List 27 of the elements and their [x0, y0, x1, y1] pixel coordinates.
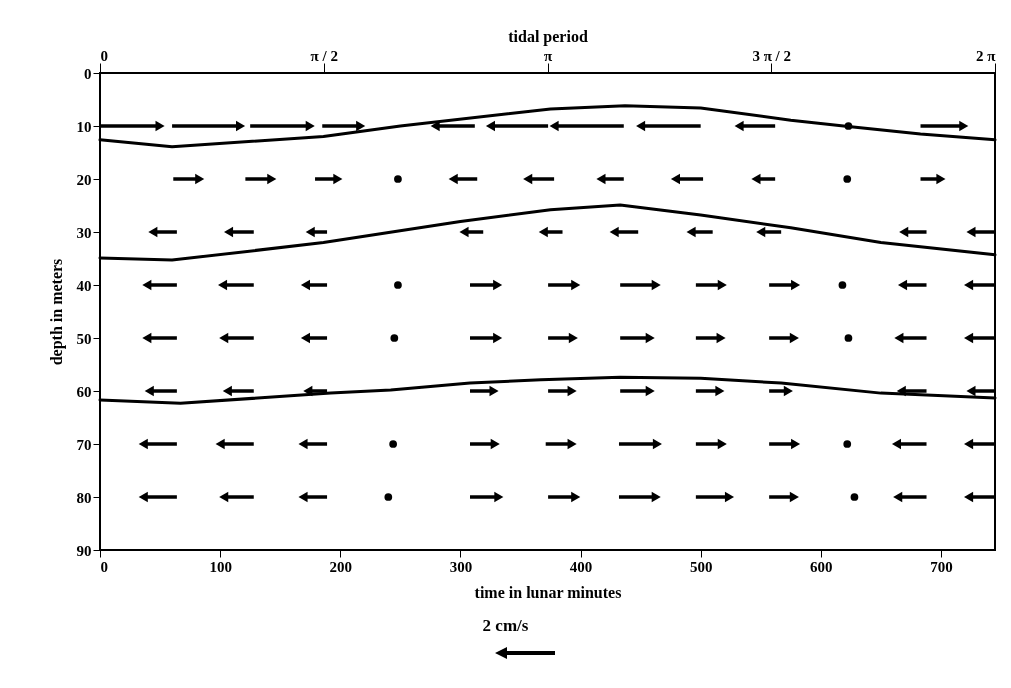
x2-tick-label: π / 2	[310, 47, 338, 64]
y-tick-label: 80	[76, 489, 92, 506]
x-tick-label: 300	[449, 558, 473, 575]
text: 2 cm/s	[481, 616, 530, 636]
y-tick-label: 70	[76, 436, 92, 453]
x2-tick-label: 2 π	[976, 47, 997, 64]
x-tick-label: 500	[689, 558, 713, 575]
x2-tick-label: 0	[100, 47, 108, 64]
x2-tick-label: 3 π / 2	[752, 47, 792, 64]
y-tick-label: 50	[76, 330, 92, 347]
x-tick-label: 400	[569, 558, 593, 575]
y-tick-label: 40	[76, 277, 92, 294]
x-tick-label: 600	[810, 558, 833, 575]
x-tick-label: 700	[930, 558, 953, 575]
y-tick-label: 0	[84, 65, 92, 82]
x-tick-label: 100	[209, 558, 232, 575]
x2-tick-label: π	[543, 47, 553, 64]
x-axis-title: time in lunar minutes	[474, 583, 622, 601]
x-tick-label: 200	[329, 558, 353, 575]
y-tick-label: 20	[76, 171, 92, 188]
y-tick-label: 60	[76, 383, 92, 400]
x2-axis-title: tidal period	[508, 27, 588, 46]
x-tick-label: 0	[100, 558, 108, 575]
y-tick-label: 30	[76, 224, 92, 241]
y-tick-label: 10	[76, 118, 92, 135]
y-axis-title: depth in meters	[47, 258, 66, 366]
y-tick-label: 90	[76, 542, 92, 559]
